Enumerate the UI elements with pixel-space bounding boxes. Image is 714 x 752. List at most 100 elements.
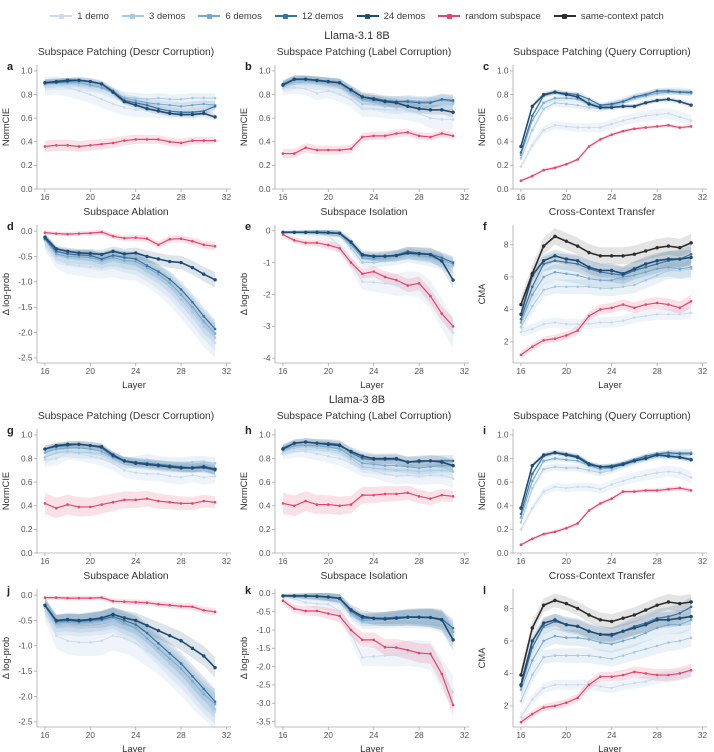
y-tick-label: 0.2: [497, 160, 509, 170]
series-line-d6: [520, 619, 692, 690]
y-axis-label: Δ log-prob: [1, 273, 11, 315]
series-band-d1: [282, 594, 454, 709]
legend-marker-dot: [446, 13, 452, 19]
series-band-d6: [44, 233, 216, 345]
y-tick-label: -2.5: [18, 717, 33, 727]
series-band-d1: [44, 595, 216, 730]
panel-title: Subspace Patching (Label Corruption): [276, 411, 452, 422]
x-tick-label: 20: [324, 192, 334, 202]
series-line-d6: [520, 91, 692, 155]
x-tick-label: 16: [516, 192, 526, 202]
series-band-d3: [44, 597, 216, 725]
x-tick-label: 20: [86, 730, 96, 740]
y-tick-label: 0: [266, 226, 271, 236]
y-axis-label: NormCIE: [1, 108, 11, 146]
x-tick-label: 32: [698, 730, 708, 740]
y-tick-label: 0.0: [21, 226, 33, 236]
panel-chart-h: 0.0 0.2 0.4 0.6 0.8 1.0 16 20 24 28 32 NormCIE: [239, 429, 469, 566]
series-line-d1: [282, 595, 454, 693]
series-band-random: [44, 134, 216, 153]
legend-item-random: random subspace: [438, 11, 541, 22]
series-markers-d24: [281, 230, 455, 282]
legend-label-d24: 24 demos: [383, 10, 426, 22]
y-tick-label: 0.0: [497, 184, 509, 194]
series-line-d6: [44, 605, 216, 705]
series-band-d12: [520, 244, 692, 327]
y-tick-label: -1.5: [18, 302, 33, 312]
series-markers-random: [281, 233, 455, 328]
series-markers-d3: [43, 606, 217, 711]
x-tick-label: 32: [698, 192, 708, 202]
x-tick-label: 20: [86, 366, 96, 376]
y-tick-label: 0.0: [497, 548, 509, 558]
y-tick-label: 1.0: [21, 66, 33, 76]
panel-chart-e: 0 -1 -2 -3 -4 16 20 24 28 32 Δ log-prob Layer: [239, 225, 470, 391]
legend-label-same: same-context patch: [580, 10, 664, 22]
y-tick-label: 0.0: [21, 590, 33, 600]
panel-l: Cross-Context Transfer l 2 4 6 8 16 20 24 28 32 CMA…: [476, 568, 714, 752]
panel-letter: e: [245, 221, 252, 233]
series-band-random: [520, 294, 692, 359]
y-axis-label: NormCIE: [477, 108, 487, 146]
x-tick-label: 16: [516, 556, 526, 566]
x-tick-label: 32: [222, 366, 232, 376]
legend-label-random: random subspace: [465, 10, 541, 22]
x-axis-label: Layer: [598, 744, 622, 752]
legend-marker-dot: [58, 13, 64, 19]
series-band-d6: [520, 257, 692, 330]
panel-d: Subspace Ablation d 0.0 -0.5 -1.0 -1.5 -2.0 -2.…: [0, 204, 238, 392]
panel-letter: c: [483, 61, 490, 73]
y-tick-label: -1.0: [256, 625, 271, 635]
series-band-d1: [520, 107, 692, 171]
x-tick-label: 16: [278, 192, 288, 202]
series-markers-random: [519, 300, 693, 357]
x-tick-label: 24: [131, 192, 141, 202]
y-tick-label: 0.0: [259, 184, 271, 194]
x-tick-label: 28: [652, 366, 662, 376]
y-tick-label: 0.8: [21, 89, 33, 99]
series-band-d1: [44, 75, 216, 119]
series-band-d24: [282, 229, 454, 289]
y-tick-label: 0.8: [21, 453, 33, 463]
panel-grid-llama3: Subspace Patching (Descr Corruption) g 0.0…: [0, 408, 714, 752]
series-markers-d24: [281, 440, 455, 468]
panel-title: Subspace Isolation: [320, 571, 408, 582]
series-line-random: [520, 487, 692, 546]
x-tick-label: 32: [460, 366, 470, 376]
series-line-d24: [44, 443, 216, 470]
y-tick-label: 0.4: [497, 501, 509, 511]
series-line-d24: [520, 255, 692, 315]
series-line-d24: [282, 231, 454, 281]
y-tick-label: 0.4: [497, 137, 509, 147]
series-band-d6: [282, 230, 454, 272]
series-band-d1: [282, 230, 454, 349]
x-tick-label: 24: [607, 730, 617, 740]
series-line-d3: [520, 268, 692, 328]
series-line-d24: [44, 79, 216, 118]
x-tick-label: 20: [86, 192, 96, 202]
series-line-d12: [44, 604, 216, 703]
panel-a: Subspace Patching (Descr Corruption) a 0.0…: [0, 44, 238, 204]
panel-j: Subspace Ablation j 0.0 -0.5 -1.0 -1.5 -2.0 -2.…: [0, 568, 238, 752]
series-band-d1: [44, 232, 216, 358]
series-line-d3: [282, 446, 454, 472]
y-tick-label: 0.2: [259, 524, 271, 534]
panel-chart-c: 0.0 0.2 0.4 0.6 0.8 1.0 16 20 24 28 32 NormCIE: [477, 65, 708, 202]
series-line-d3: [520, 637, 692, 702]
series-markers-d1: [43, 451, 217, 479]
series-band-random: [44, 229, 216, 251]
y-tick-label: 0.8: [497, 453, 509, 463]
legend-item-d3: 3 demos: [121, 11, 185, 22]
x-tick-label: 20: [562, 730, 572, 740]
x-tick-label: 28: [414, 556, 424, 566]
panel-chart-b: 0.0 0.2 0.4 0.6 0.8 1.0 16 20 24 28 32 NormCIE: [239, 65, 469, 202]
panel-chart-j: 0.0 -0.5 -1.0 -1.5 -2.0 -2.5 16 20 24 28 32 Δ log-p…: [1, 589, 231, 752]
y-tick-label: -2.5: [256, 680, 271, 690]
panel-b: Subspace Patching (Label Corruption) b 0.0…: [238, 44, 476, 204]
x-tick-label: 16: [278, 556, 288, 566]
x-tick-label: 16: [516, 366, 526, 376]
series-band-d3: [282, 76, 454, 115]
series-line-d1: [520, 312, 692, 333]
series-band-d12: [44, 234, 216, 339]
y-tick-label: 2: [504, 701, 509, 711]
